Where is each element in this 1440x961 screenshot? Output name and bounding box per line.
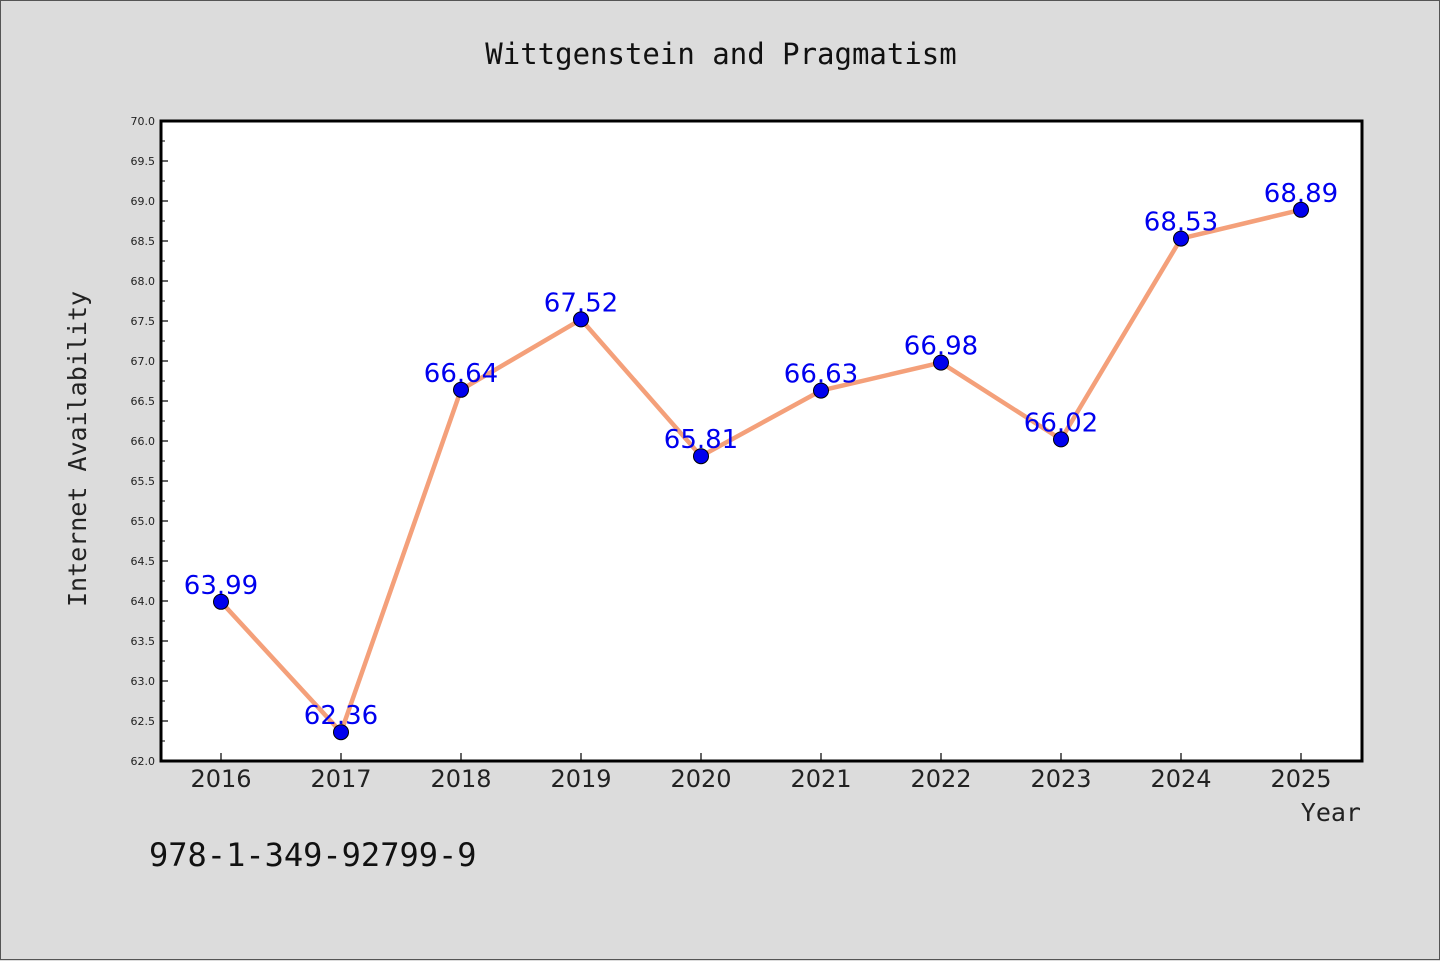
x-axis: 2016 2017 2018 2019 2020 2021 2022 2023 2024 2025: [190, 753, 1332, 793]
data-label: 66.02: [1024, 408, 1098, 438]
y-tick-label: 64.5: [131, 555, 156, 568]
y-axis: 62.0 62.5 63.0 63.5 64.0 64.5 65.0 65.5 66.0 66.5…: [131, 115, 168, 768]
x-axis-label: Year: [1301, 798, 1361, 827]
x-tick-label: 2016: [190, 765, 251, 793]
x-tick-label: 2025: [1270, 765, 1331, 793]
data-label: 68.53: [1144, 208, 1218, 238]
data-point: [453, 381, 469, 398]
x-tick-label: 2022: [910, 765, 971, 793]
data-label: 67.52: [544, 288, 618, 318]
y-tick-label: 63.0: [131, 675, 156, 688]
data-point: [573, 311, 589, 328]
data-point: [213, 593, 229, 610]
data-label: 68.89: [1264, 179, 1338, 209]
y-tick-label: 66.0: [131, 435, 156, 448]
y-tick-label: 68.5: [131, 235, 156, 248]
y-tick-label: 68.0: [131, 275, 156, 288]
y-tick-label: 65.0: [131, 515, 156, 528]
y-tick-label: 62.0: [131, 755, 156, 768]
chart-title: Wittgenstein and Pragmatism: [485, 37, 956, 71]
x-tick-label: 2024: [1150, 765, 1211, 793]
x-tick-label: 2017: [310, 765, 371, 793]
data-point: [813, 382, 829, 399]
y-tick-label: 62.5: [131, 715, 156, 728]
y-tick-label: 66.5: [131, 395, 156, 408]
data-label: 62.36: [304, 701, 378, 731]
data-label: 66.98: [904, 332, 978, 362]
data-label: 66.63: [784, 360, 858, 390]
data-point: [1293, 201, 1309, 218]
x-tick-label: 2023: [1030, 765, 1091, 793]
series-line: [219, 207, 1302, 735]
series-group: [213, 201, 1309, 741]
x-tick-label: 2021: [790, 765, 851, 793]
data-label: 65.81: [664, 425, 738, 455]
x-tick-label: 2020: [670, 765, 731, 793]
y-tick-label: 69.0: [131, 195, 156, 208]
y-tick-label: 64.0: [131, 595, 156, 608]
y-tick-label: 69.5: [131, 155, 156, 168]
data-point: [333, 724, 349, 741]
data-point: [1173, 230, 1189, 247]
y-tick-label: 65.5: [131, 475, 156, 488]
x-tick-label: 2018: [430, 765, 491, 793]
y-tick-label: 63.5: [131, 635, 156, 648]
data-point: [1053, 431, 1069, 448]
data-label: 63.99: [184, 571, 258, 601]
plot-area: [159, 119, 1364, 763]
data-point: [693, 448, 709, 465]
x-tick-label: 2019: [550, 765, 611, 793]
y-axis-label: Internet Availability: [63, 291, 92, 607]
data-point: [933, 354, 949, 371]
y-tick-label: 67.5: [131, 315, 156, 328]
y-tick-label: 70.0: [131, 115, 156, 128]
y-tick-label: 67.0: [131, 355, 156, 368]
isbn-text: 978-1-349-92799-9: [149, 836, 477, 874]
data-label: 66.64: [424, 359, 498, 389]
data-labels-group: 63.99 62.36 66.64 67.52 65.81 66.63 66.98 66.02…: [184, 179, 1338, 731]
